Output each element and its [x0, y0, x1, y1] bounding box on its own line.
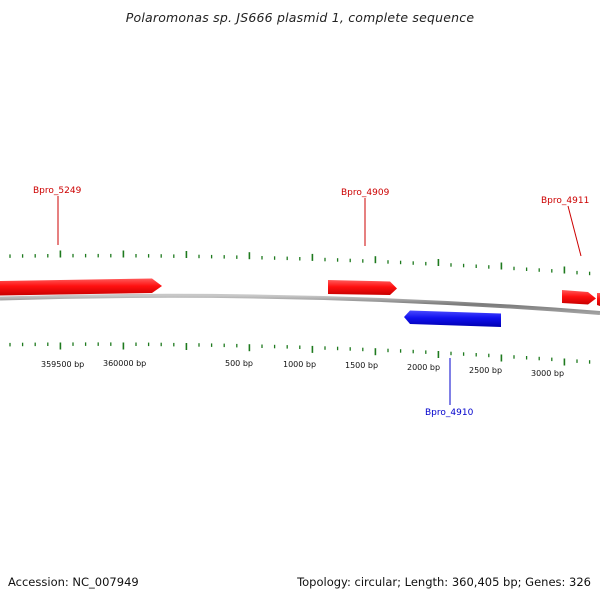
accession-text: Accession: NC_007949: [8, 575, 139, 589]
ruler-label: 1500 bp: [345, 361, 378, 370]
map-title: Polaromonas sp. JS666 plasmid 1, complet…: [125, 10, 475, 25]
outer-tick-ring: [9, 250, 591, 276]
ruler-label: 1000 bp: [283, 360, 316, 369]
inner-tick-ring: [9, 342, 591, 366]
gene-arrow-bpro-4911[interactable]: [562, 290, 596, 305]
ruler-label: 500 bp: [225, 359, 253, 368]
gene-label-bpro-4910[interactable]: Bpro_4910: [425, 408, 474, 418]
ruler-label: 360000 bp: [103, 359, 146, 368]
gene-label-bpro-4911[interactable]: Bpro_4911: [541, 196, 589, 206]
gene-arrow-bpro-4910[interactable]: [404, 310, 501, 328]
gene-arrow-bpro-4909[interactable]: [328, 280, 397, 295]
plasmid-backbone: [0, 293, 600, 315]
ruler-label: 3000 bp: [531, 369, 564, 378]
topology-summary-text: Topology: circular; Length: 360,405 bp; …: [297, 575, 591, 589]
leader-bpro-4911: [567, 205, 582, 257]
ruler-label: 359500 bp: [41, 360, 84, 369]
ruler-label: 2000 bp: [407, 363, 440, 372]
gene-arrow-bpro-5249[interactable]: [0, 278, 162, 296]
gene-arrow-bpro-4911-edge[interactable]: [597, 293, 600, 306]
ruler-label: 2500 bp: [469, 366, 502, 375]
gene-label-bpro-5249[interactable]: Bpro_5249: [33, 186, 82, 196]
gene-label-bpro-4909[interactable]: Bpro_4909: [341, 188, 390, 198]
